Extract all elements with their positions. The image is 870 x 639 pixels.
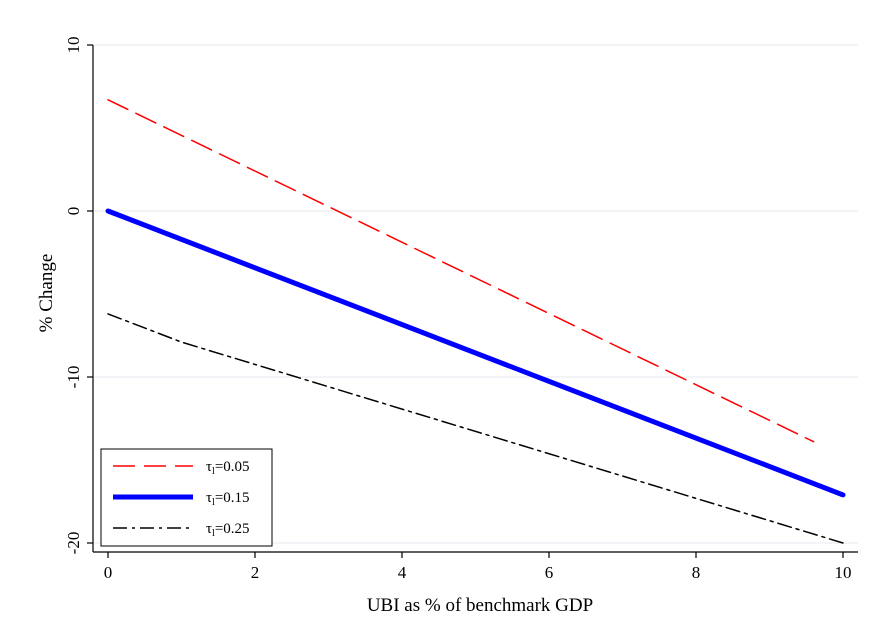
legend-label-1: τl=0.15 — [206, 490, 250, 508]
x-tick-label-0: 0 — [104, 563, 113, 582]
series-line-0 — [107, 99, 815, 443]
legend-label-2: τl=0.25 — [206, 521, 250, 539]
axes — [92, 45, 858, 553]
tick-labels: -20 -10 0 10 0 2 4 6 8 10 — [64, 37, 852, 583]
series-lines — [105, 99, 846, 544]
x-tick-label-5: 10 — [835, 563, 852, 582]
y-tick-label-2: 0 — [64, 207, 83, 216]
x-tick-label-2: 4 — [398, 563, 407, 582]
x-axis-title: UBI as % of benchmark GDP — [367, 595, 593, 616]
series-line-2 — [107, 313, 844, 544]
y-tick-label-3: 10 — [64, 37, 83, 54]
legend: τl=0.05 τl=0.15 τl=0.25 — [100, 448, 273, 547]
series-line-1 — [105, 208, 846, 498]
x-tick-label-1: 2 — [251, 563, 260, 582]
y-tick-label-1: -10 — [64, 366, 83, 389]
legend-label-0: τl=0.05 — [206, 459, 250, 477]
y-axis-title: % Change — [36, 254, 57, 333]
x-tick-label-4: 8 — [692, 563, 701, 582]
x-tick-label-3: 6 — [545, 563, 554, 582]
y-tick-label-0: -20 — [64, 532, 83, 555]
